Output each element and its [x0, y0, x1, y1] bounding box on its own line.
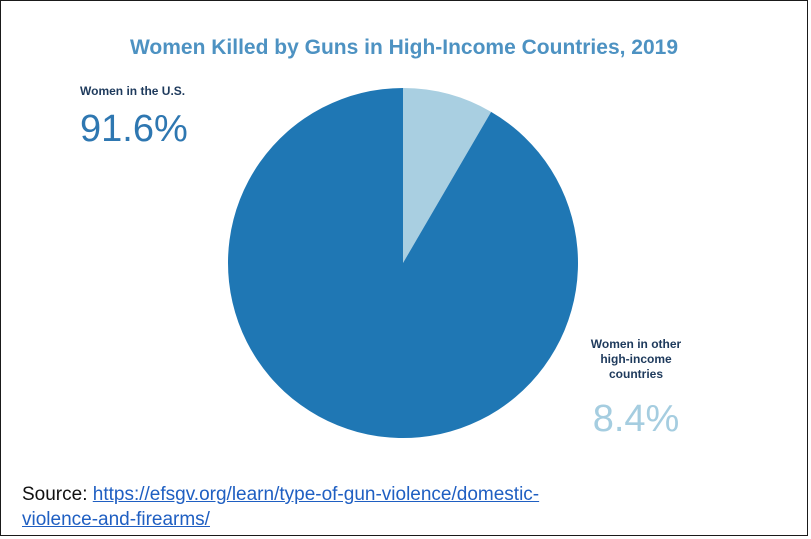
pie-slice-other-countries: [403, 88, 492, 263]
other-countries-percentage: 8.4%: [592, 398, 680, 440]
source-prefix: Source:: [22, 484, 93, 505]
source-note: Source: https://efsgv.org/learn/type-of-…: [22, 482, 792, 532]
us-percentage: 91.6%: [80, 108, 188, 150]
us-label: Women in the U.S.: [80, 84, 186, 98]
source-link[interactable]: https://efsgv.org/learn/type-of-gun-viol…: [22, 484, 539, 530]
other-countries-label-line-1: Women in other: [590, 337, 682, 351]
source-link-line-1: https://efsgv.org/learn/type-of-gun-viol…: [92, 484, 540, 505]
other-countries-label-line-3: countries: [608, 367, 663, 381]
source-link-line-2: violence-and-firearms/: [22, 509, 210, 530]
chart-title: Women Killed by Guns in High-Income Coun…: [129, 36, 679, 59]
other-countries-label-line-2: high-income: [600, 352, 672, 366]
other-countries-label: Women in other high-income countries: [576, 337, 696, 382]
pie-slice-us: [228, 88, 579, 438]
